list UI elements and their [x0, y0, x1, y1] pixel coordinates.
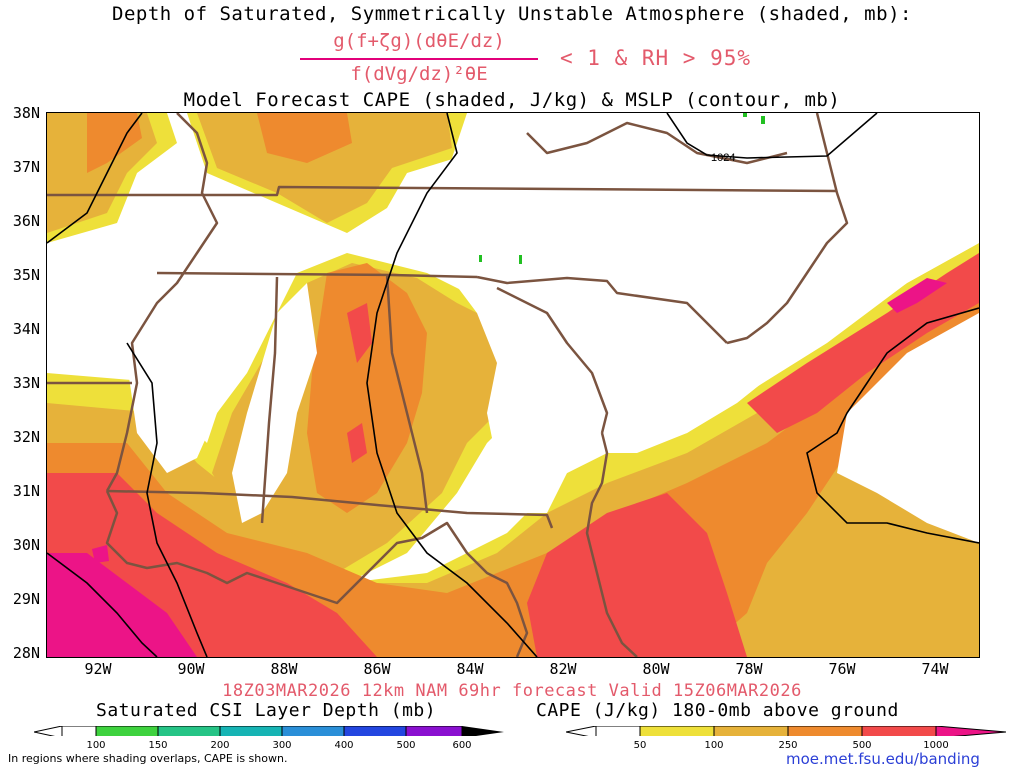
csi-color-200 [219, 726, 283, 736]
csi-colorbar-low-arrow [34, 726, 63, 736]
csi-color-100 [95, 726, 159, 736]
csi-color-150 [157, 726, 221, 736]
mslp-contours [47, 113, 979, 657]
lat-label-28n: 28N [12, 644, 40, 662]
map-svg: 1024 [47, 113, 979, 657]
lat-label-33n: 33N [12, 374, 40, 392]
csi-tick-500: 500 [396, 740, 416, 751]
lat-label-32n: 32N [12, 428, 40, 446]
formula-fraction-bar [300, 58, 538, 60]
map-panel: 1024 [46, 112, 980, 658]
overlap-note: In regions where shading overlaps, CAPE … [8, 752, 288, 765]
cape-colorbar-low-arrow [566, 726, 597, 736]
formula-denominator: f(dVg/dz)²θE [350, 63, 488, 85]
lon-label-74w: 74W [921, 660, 949, 678]
csi-tick-150: 150 [148, 740, 168, 751]
cape-1000-shading [47, 278, 947, 657]
state-boundaries [47, 113, 849, 657]
cape-colorbar-high-arrow [935, 726, 1006, 736]
csi-shading [479, 113, 765, 264]
cape-color-250 [787, 726, 863, 736]
title-line-1: Depth of Saturated, Symmetrically Unstab… [112, 3, 912, 25]
lat-label-35n: 35N [12, 266, 40, 284]
lat-label-29n: 29N [12, 590, 40, 608]
cape-color-below-50 [595, 726, 641, 736]
lon-label-86w: 86W [363, 660, 391, 678]
lon-label-92w: 92W [84, 660, 112, 678]
lat-label-37n: 37N [12, 158, 40, 176]
lat-label-36n: 36N [12, 212, 40, 230]
lon-label-90w: 90W [177, 660, 205, 678]
run-info: 18Z03MAR2026 12km NAM 69hr forecast Vali… [222, 681, 802, 701]
formula: g(f+ζg)(dθE/dz) f(dVg/dz)²θE [300, 30, 538, 85]
lat-label-34n: 34N [12, 320, 40, 338]
lat-label-38n: 38N [12, 104, 40, 122]
cape-color-100 [713, 726, 789, 736]
csi-tick-300: 300 [272, 740, 292, 751]
lon-label-76w: 76W [828, 660, 856, 678]
credit-link[interactable]: moe.met.fsu.edu/banding [786, 750, 980, 768]
cape-tick-250: 250 [778, 740, 798, 751]
lon-label-78w: 78W [735, 660, 763, 678]
lat-label-30n: 30N [12, 536, 40, 554]
lat-label-31n: 31N [12, 482, 40, 500]
formula-numerator: g(f+ζg)(dθE/dz) [333, 30, 505, 52]
csi-tick-100: 100 [86, 740, 106, 751]
cape-colorbar-title: CAPE (J/kg) 180-0mb above ground [536, 700, 899, 721]
cape-color-50 [639, 726, 715, 736]
lon-label-88w: 88W [270, 660, 298, 678]
no-shading-areas [117, 113, 979, 543]
formula-condition: < 1 & RH > 95% [560, 46, 752, 70]
mslp-contour-label: 1024 [711, 152, 735, 164]
csi-tick-600: 600 [452, 740, 472, 751]
lon-label-80w: 80W [642, 660, 670, 678]
title-line-3: Model Forecast CAPE (shaded, J/kg) & MSL… [183, 89, 841, 111]
csi-color-500 [405, 726, 463, 736]
lon-label-84w: 84W [456, 660, 484, 678]
csi-colorbar-title: Saturated CSI Layer Depth (mb) [96, 700, 437, 721]
csi-tick-200: 200 [210, 740, 230, 751]
csi-colorbar [34, 726, 504, 736]
cape-color-500 [861, 726, 937, 736]
cape-tick-50: 50 [633, 740, 647, 751]
cape-tick-1000: 1000 [923, 740, 949, 751]
lon-label-82w: 82W [549, 660, 577, 678]
csi-color-300 [281, 726, 345, 736]
csi-color-400 [343, 726, 407, 736]
cape-tick-100: 100 [704, 740, 724, 751]
csi-colorbar-high-arrow [462, 726, 504, 736]
cape-tick-500: 500 [852, 740, 872, 751]
csi-tick-400: 400 [334, 740, 354, 751]
cape-colorbar [566, 726, 1006, 736]
